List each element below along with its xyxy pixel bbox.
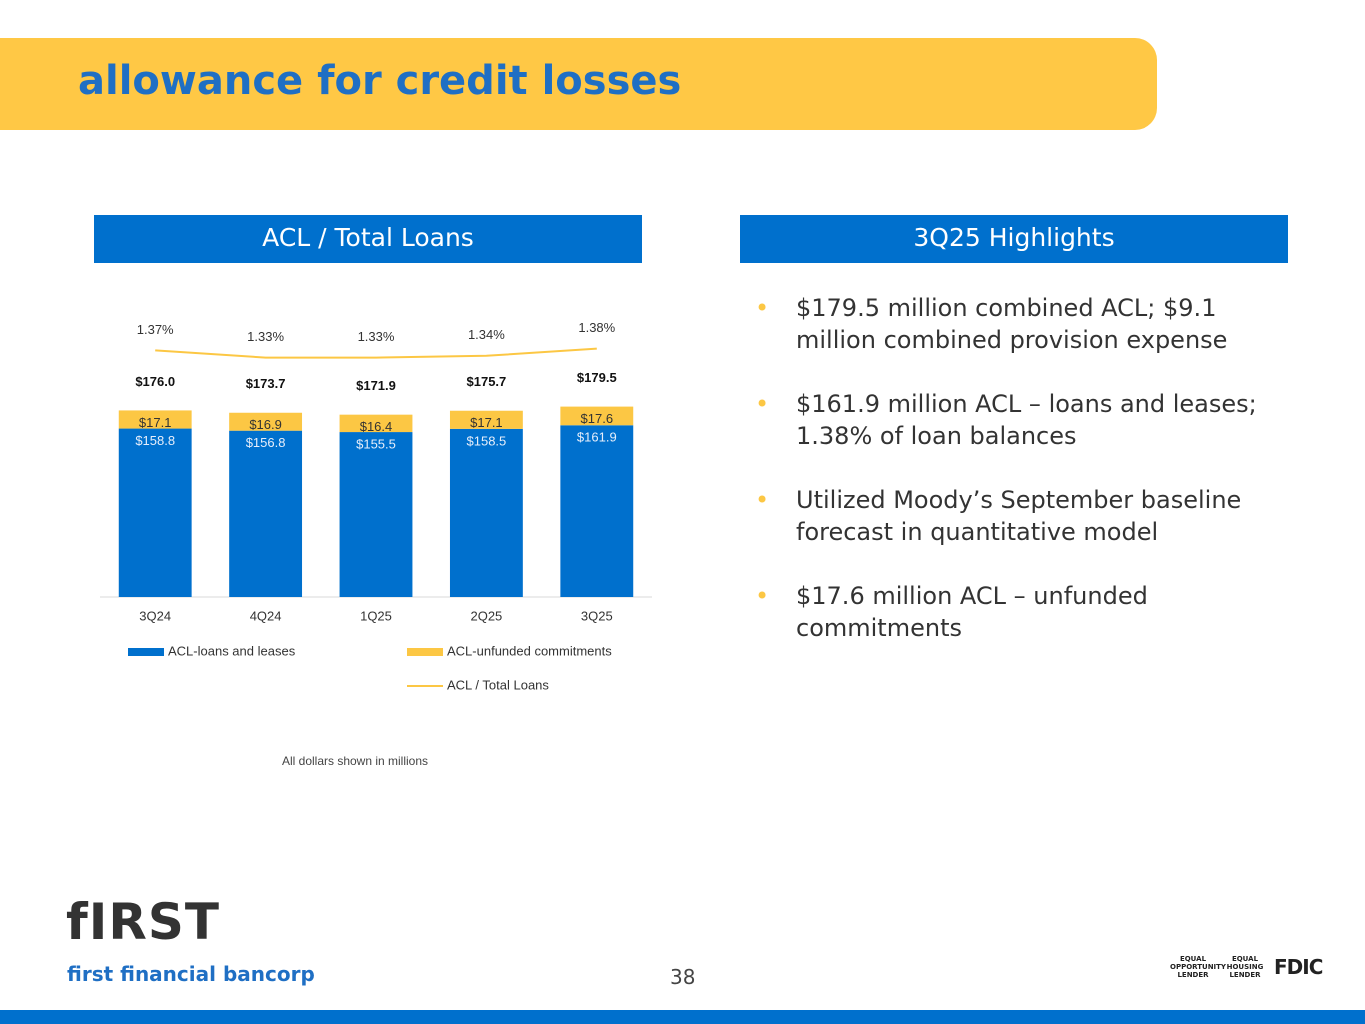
badge: FDIC [1274,955,1323,979]
logo: fIRST [66,893,220,951]
highlight: Utilized Moody’s September baseline fore… [755,484,1275,548]
line-value-label: 1.34% [468,327,505,342]
bar-value-label: $17.6 [581,411,614,426]
line [155,347,597,359]
slide-title: allowance for credit losses [78,58,682,104]
legend-label: ACL / Total Loans [447,677,549,692]
legend-swatch [407,648,443,656]
header-band [0,38,1157,130]
bar-segment [449,410,523,429]
highlight: $17.6 million ACL – unfunded commitments [755,580,1275,644]
line-value-label: 1.33% [358,329,395,344]
legend-label: ACL-loans and leases [168,643,296,658]
bar-value-label: $156.8 [246,435,286,450]
bar-value-label: $158.5 [467,433,507,448]
x-tick-label: 3Q25 [581,608,613,623]
x-tick-label: 3Q24 [139,608,171,623]
highlight: $179.5 million combined ACL; $9.1 millio… [755,292,1275,356]
x-tick-label: 2Q25 [470,608,502,623]
bar-segment [118,410,192,429]
badge: EQUAL OPPORTUNITY LENDER [1170,955,1227,979]
total-label: $176.0 [135,374,175,389]
bar-segment [118,428,192,597]
bar-value-label: $161.9 [577,430,617,445]
chart-note: All dollars shown in millions [282,754,428,768]
bar-segment [449,428,523,597]
bar-value-label: $155.5 [356,436,396,451]
bar-segment [339,414,413,433]
footer-strip [0,1010,1365,1024]
highlights-list: $179.5 million combined ACL; $9.1 millio… [755,292,1275,676]
bar-segment [560,406,634,426]
x-tick-label: 4Q24 [250,608,282,623]
total-label: $171.9 [356,378,396,393]
bar-value-label: $16.4 [360,419,393,434]
chart: All dollars shown in millions 3Q24 $158.8… [100,320,652,768]
bar-segment [560,425,634,597]
bar-value-label: $158.8 [135,433,175,448]
bar-segment [339,432,413,597]
bar-value-label: $17.1 [139,415,172,430]
total-label: $175.7 [467,374,507,389]
x-tick-label: 1Q25 [360,608,392,623]
legend-swatch [128,648,164,656]
line-value-label: 1.38% [578,320,615,335]
line-value-label: 1.37% [137,322,174,337]
bar-value-label: $17.1 [470,415,503,430]
line-value-label: 1.33% [247,329,284,344]
bar-segment [229,430,303,597]
highlights-header: 3Q25 Highlights [740,215,1288,263]
bar-segment [229,412,303,431]
chart-header: ACL / Total Loans [94,215,642,263]
page-number: 38 [670,965,696,989]
highlight: $161.9 million ACL – loans and leases; 1… [755,388,1275,452]
total-label: $179.5 [577,370,617,385]
badges: EQUAL OPPORTUNITY LENDER EQUAL HOUSING L… [1170,955,1323,979]
company-name: first financial bancorp [67,962,315,986]
legend-label: ACL-unfunded commitments [447,643,612,658]
total-label: $173.7 [246,376,286,391]
badge: EQUAL HOUSING LENDER [1226,955,1264,979]
bar-value-label: $16.9 [249,417,282,432]
